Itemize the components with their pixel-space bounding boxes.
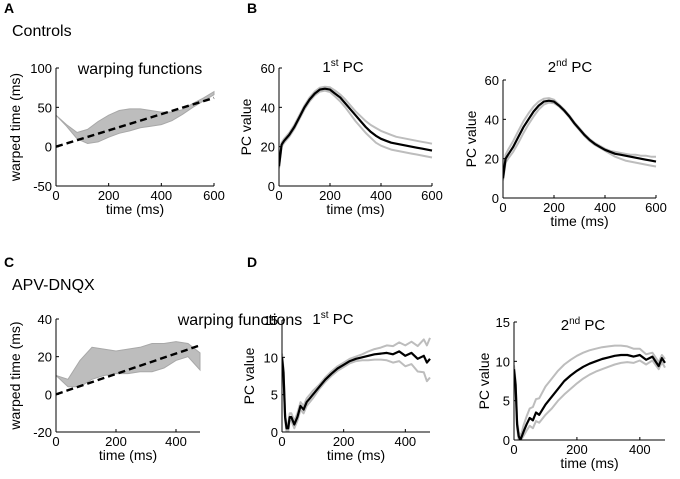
y-tick-label-d2: 0 bbox=[503, 433, 510, 448]
warping-band-c bbox=[56, 341, 201, 388]
plot-area-a bbox=[56, 90, 215, 148]
mean-line-b2 bbox=[503, 99, 657, 179]
x-tick-label-b1: 200 bbox=[319, 188, 341, 203]
y-axis-label-b1: PC value bbox=[238, 98, 254, 155]
plot-area-c bbox=[56, 341, 201, 396]
bound-upper-line-d1 bbox=[282, 337, 431, 426]
y-tick-label-b2: 0 bbox=[492, 191, 499, 206]
y-tick-label-b1: 0 bbox=[268, 179, 275, 194]
y-tick-label-d1: 0 bbox=[271, 425, 278, 440]
y-axis-label-d2: PC value bbox=[476, 352, 492, 409]
bound-lower-line-d1 bbox=[282, 358, 431, 432]
x-tick-label-b1: 400 bbox=[370, 188, 392, 203]
panel-label-a: A bbox=[4, 0, 14, 16]
y-tick-label-d1: 15 bbox=[264, 313, 278, 328]
identity-line-c bbox=[56, 344, 201, 396]
chart-title-d1: 1st PC bbox=[312, 310, 353, 328]
x-tick-label-d1: 400 bbox=[394, 434, 416, 449]
x-tick-label-c: 400 bbox=[165, 434, 187, 449]
bound-lower-line-b2 bbox=[503, 101, 657, 181]
chart-title-b1: 1st PC bbox=[322, 58, 363, 76]
y-tick-label-a: 0 bbox=[45, 140, 52, 155]
x-tick-label-a: 0 bbox=[52, 188, 59, 203]
x-tick-label-b2: 200 bbox=[543, 200, 565, 215]
chart-title-b2: 2nd PC bbox=[548, 58, 593, 76]
y-tick-label-a: 100 bbox=[30, 61, 52, 76]
y-tick-label-a: -50 bbox=[33, 179, 52, 194]
y-tick-label-b1: 20 bbox=[261, 140, 275, 155]
x-tick-label-d2: 400 bbox=[629, 442, 651, 457]
x-tick-label-d1: 200 bbox=[333, 434, 355, 449]
x-tick-label-a: 200 bbox=[98, 188, 120, 203]
chart-b-first-pc-controls: 0 200 400 600 0 20 40 60 time (ms) PC value 1st PC bbox=[238, 58, 443, 217]
y-axis-label-c: warped time (ms) bbox=[7, 321, 23, 430]
panel-label-c: C bbox=[4, 254, 14, 270]
x-axis-label-d2: time (ms) bbox=[560, 455, 618, 471]
chart-title-a: warping functions bbox=[77, 61, 203, 78]
x-tick-label-c: 200 bbox=[105, 434, 127, 449]
plot-area-b2 bbox=[503, 97, 657, 181]
plot-area-b1 bbox=[279, 85, 433, 169]
x-tick-label-b1: 0 bbox=[275, 188, 282, 203]
x-tick-label-d2: 200 bbox=[566, 442, 588, 457]
identity-line-a bbox=[56, 96, 215, 148]
x-tick-label-b2: 600 bbox=[645, 200, 667, 215]
x-tick-label-b2: 400 bbox=[594, 200, 616, 215]
y-tick-label-c: 20 bbox=[38, 350, 52, 365]
y-tick-label-b1: 40 bbox=[261, 100, 275, 115]
chart-d-second-pc-apv: 0 200 400 0 5 10 15 time (ms) PC value 2nd PC bbox=[476, 315, 666, 471]
y-axis-label-a: warped time (ms) bbox=[7, 73, 23, 182]
mean-line-b1 bbox=[279, 87, 433, 167]
x-tick-label-a: 400 bbox=[150, 188, 172, 203]
bound-lower-line-d2 bbox=[514, 359, 666, 440]
y-tick-label-b1: 60 bbox=[261, 61, 275, 76]
chart-d-first-pc-apv: 0 200 400 0 5 10 15 time (ms) PC value 1st PC bbox=[241, 310, 431, 463]
group-label-apv-dnqx: APV-DNQX bbox=[12, 277, 95, 294]
mean-line-d2 bbox=[514, 353, 666, 440]
y-tick-label-d2: 15 bbox=[496, 315, 510, 330]
group-label-controls: Controls bbox=[12, 23, 72, 40]
bound-upper-line-b2 bbox=[503, 97, 656, 177]
chart-title-c: warping functions bbox=[177, 312, 303, 329]
panel-label-b: B bbox=[247, 0, 257, 16]
x-axis-label-c: time (ms) bbox=[99, 447, 157, 463]
chart-b-second-pc-controls: 0 200 400 600 0 20 40 60 time (ms) PC value 2nd PC bbox=[463, 58, 667, 229]
y-tick-label-a: 50 bbox=[38, 100, 52, 115]
y-tick-label-d2: 5 bbox=[503, 394, 510, 409]
plot-area-d1 bbox=[282, 337, 431, 432]
x-axis-label-a: time (ms) bbox=[106, 201, 164, 217]
x-tick-label-b2: 0 bbox=[499, 200, 506, 215]
x-tick-label-d2: 0 bbox=[510, 442, 517, 457]
y-axis-label-d1: PC value bbox=[241, 347, 257, 404]
x-tick-label-c: 0 bbox=[52, 434, 59, 449]
y-tick-label-b2: 60 bbox=[485, 73, 499, 88]
panel-label-d: D bbox=[247, 254, 257, 270]
y-axis-label-b2: PC value bbox=[463, 110, 479, 167]
y-tick-label-c: 0 bbox=[45, 387, 52, 402]
x-axis-label-d1: time (ms) bbox=[327, 447, 385, 463]
x-axis-label-b1: time (ms) bbox=[326, 201, 384, 217]
chart-title-d2: 2nd PC bbox=[561, 316, 606, 334]
y-tick-label-b2: 40 bbox=[485, 112, 499, 127]
y-tick-label-b2: 20 bbox=[485, 152, 499, 167]
x-tick-label-b1: 600 bbox=[421, 188, 443, 203]
y-tick-label-d1: 5 bbox=[271, 388, 278, 403]
warping-band-a bbox=[56, 90, 215, 145]
bound-lower-line-b1 bbox=[279, 89, 433, 169]
x-axis-label-b2: time (ms) bbox=[550, 213, 608, 229]
mean-line-d1 bbox=[282, 350, 431, 430]
y-tick-label-c: 40 bbox=[38, 312, 52, 327]
bound-upper-line-d2 bbox=[514, 344, 666, 438]
x-tick-label-d1: 0 bbox=[278, 434, 285, 449]
x-tick-label-a: 600 bbox=[203, 188, 225, 203]
y-tick-label-d2: 10 bbox=[496, 354, 510, 369]
y-tick-label-c: -20 bbox=[33, 425, 52, 440]
plot-area-d2 bbox=[514, 344, 666, 440]
y-tick-label-d1: 10 bbox=[264, 350, 278, 365]
